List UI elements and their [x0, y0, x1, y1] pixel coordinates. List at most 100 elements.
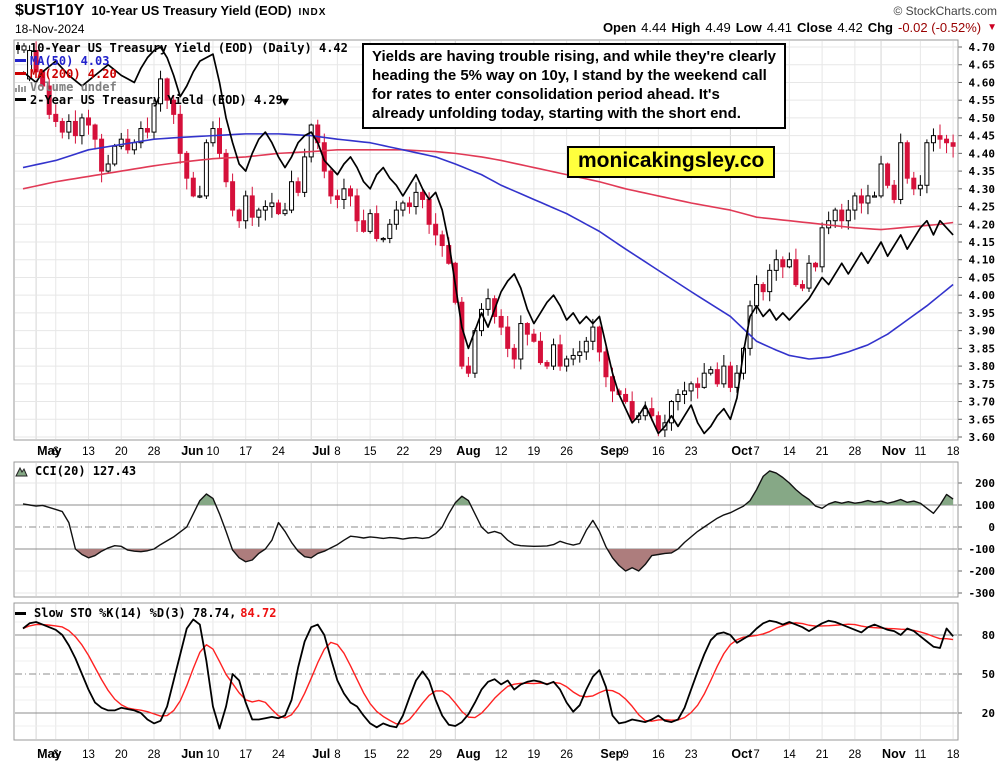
high-value: 4.49 [705, 20, 731, 35]
svg-text:Sep: Sep [600, 747, 623, 761]
svg-text:3.60: 3.60 [969, 431, 996, 444]
svg-text:29: 29 [429, 446, 442, 458]
svg-text:3.90: 3.90 [969, 325, 996, 338]
cci-legend: CCI(20) 127.43 [15, 464, 136, 478]
svg-text:12: 12 [495, 749, 508, 761]
svg-text:May: May [37, 747, 61, 761]
svg-text:4.05: 4.05 [969, 271, 996, 284]
x-axis-labels: May Jun Jul Aug Sep Oct Nov 6 13 20 28 10 17 24 8 15 22 2… [37, 444, 959, 761]
svg-text:4.70: 4.70 [969, 41, 996, 54]
svg-text:3.85: 3.85 [969, 342, 996, 355]
svg-text:4.35: 4.35 [969, 165, 996, 178]
volume-bars-icon [15, 82, 27, 92]
candlestick-icon [15, 41, 27, 54]
svg-text:Jun: Jun [181, 747, 203, 761]
svg-text:14: 14 [783, 749, 796, 761]
svg-text:100: 100 [975, 499, 995, 512]
svg-text:9: 9 [622, 446, 628, 458]
sto-panel-frame [13, 602, 959, 741]
symbol-name: 10-Year US Treasury Yield (EOD) [91, 3, 292, 18]
svg-text:13: 13 [82, 749, 95, 761]
legend-label: Volume undef [30, 79, 117, 94]
copyright: © StockCharts.com [893, 4, 997, 18]
area-chart-icon [15, 466, 28, 477]
low-label: Low [735, 20, 762, 35]
annotation-box: Yields are having trouble rising, and wh… [362, 43, 786, 129]
main-candles [27, 41, 956, 438]
legend-item-ma50: MA(50) 4.03 [15, 54, 348, 68]
legend-item-ma200: MA(200) 4.20 [15, 66, 348, 81]
svg-text:8: 8 [334, 446, 340, 458]
annotation-line: heading the 5% way on 10y, I stand by th… [372, 67, 767, 84]
svg-text:4.10: 4.10 [969, 254, 996, 267]
svg-text:10: 10 [207, 446, 220, 458]
svg-text:-300: -300 [969, 587, 996, 600]
svg-text:15: 15 [364, 446, 377, 458]
svg-text:13: 13 [82, 446, 95, 458]
line-swatch-icon [15, 98, 26, 101]
svg-text:9: 9 [622, 749, 628, 761]
open-label: Open [602, 20, 637, 35]
cci-area [23, 470, 954, 571]
quote-row: Open 4.44 High 4.49 Low 4.41 Close 4.42 … [603, 20, 997, 35]
svg-text:7: 7 [753, 446, 759, 458]
legend-label: MA(200) 4.20 [30, 66, 117, 81]
svg-text:0: 0 [988, 521, 995, 534]
svg-text:18: 18 [947, 446, 960, 458]
svg-text:3.80: 3.80 [969, 360, 996, 373]
svg-text:4.45: 4.45 [969, 130, 996, 143]
svg-text:6: 6 [53, 749, 59, 761]
legend-label: 10-Year US Treasury Yield (EOD) (Daily) … [30, 40, 348, 55]
svg-text:-100: -100 [969, 543, 996, 556]
svg-text:4.30: 4.30 [969, 183, 996, 196]
svg-text:28: 28 [148, 446, 161, 458]
svg-text:200: 200 [975, 477, 995, 490]
legend-item-volume: Volume undef [15, 79, 348, 94]
svg-text:7: 7 [753, 749, 759, 761]
cci-line [22, 470, 954, 572]
svg-text:8: 8 [334, 749, 340, 761]
annotation-line: Yields are having trouble rising, and wh… [372, 48, 776, 65]
gridlines [15, 41, 957, 739]
svg-text:21: 21 [816, 749, 829, 761]
svg-text:12: 12 [495, 446, 508, 458]
svg-text:80: 80 [982, 629, 995, 642]
svg-text:3.75: 3.75 [969, 378, 996, 391]
svg-text:22: 22 [397, 749, 410, 761]
close-value: 4.42 [837, 20, 863, 35]
svg-text:50: 50 [982, 668, 995, 681]
legend-label: Slow STO %K(14) %D(3) 78.74, [34, 606, 237, 620]
ust2y-line [22, 46, 954, 435]
svg-text:16: 16 [652, 749, 665, 761]
svg-text:-200: -200 [969, 565, 996, 578]
svg-text:21: 21 [816, 446, 829, 458]
sto-d-line [22, 622, 954, 725]
svg-text:May: May [37, 444, 61, 458]
svg-text:29: 29 [429, 749, 442, 761]
y-axis-labels: 4.70 4.65 4.60 4.55 4.50 4.45 4.40 4.35 4.30 4.25… [958, 41, 995, 720]
svg-text:24: 24 [272, 749, 285, 761]
svg-text:22: 22 [397, 446, 410, 458]
svg-text:26: 26 [560, 446, 573, 458]
svg-text:Aug: Aug [456, 747, 480, 761]
chg-label: Chg [867, 20, 893, 35]
svg-text:4.65: 4.65 [969, 59, 996, 72]
svg-text:28: 28 [848, 446, 861, 458]
svg-text:Sep: Sep [600, 444, 623, 458]
chart-date: 18-Nov-2024 [15, 22, 85, 36]
svg-text:3.65: 3.65 [969, 413, 996, 426]
main-chart-legend: 10-Year US Treasury Yield (EOD) (Daily) … [15, 40, 348, 107]
cci-panel-frame [13, 461, 959, 598]
svg-text:Oct: Oct [731, 747, 753, 761]
svg-text:3.70: 3.70 [969, 396, 996, 409]
svg-text:14: 14 [783, 446, 796, 458]
svg-text:4.55: 4.55 [969, 94, 996, 107]
svg-text:4.00: 4.00 [969, 289, 996, 302]
svg-text:Jul: Jul [312, 444, 330, 458]
svg-text:17: 17 [239, 446, 252, 458]
legend-item-2y: 2-Year US Treasury Yield (EOD) 4.29 [15, 93, 348, 107]
svg-text:16: 16 [652, 446, 665, 458]
svg-text:3.95: 3.95 [969, 307, 996, 320]
svg-text:4.15: 4.15 [969, 236, 996, 249]
